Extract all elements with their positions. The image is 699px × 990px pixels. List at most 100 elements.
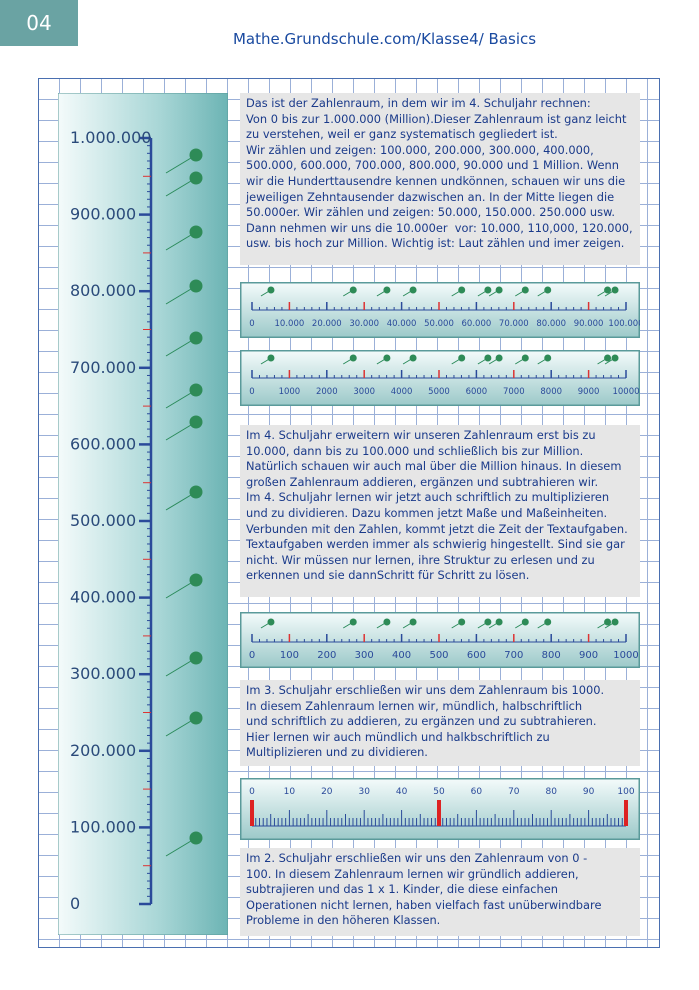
pin-head [383,286,391,294]
number-line-label: 1000 [279,387,301,397]
pin-head [189,485,203,499]
number-line: 0 10 20 30 40 50 60 70 80 90 100 [240,778,640,840]
pin-head [611,618,619,626]
number-line-label: 0 [249,650,255,661]
pin-head [409,286,417,294]
number-line-label: 8000 [540,387,562,397]
number-line-label: 70.000 [499,319,529,329]
number-line-label: 40 [396,787,408,797]
ruler-label: 300.000 [70,664,136,683]
number-line-label: 100.000 [608,319,640,329]
page-number: 04 [0,0,78,46]
ruler-label: 100.000 [70,817,136,836]
text-line: Im 3. Schuljahr erschließen wir uns dem … [246,683,605,697]
text-line: Multiplizieren und zu dividieren. [246,745,428,760]
pin-head [349,286,357,294]
number-line-label: 5000 [428,387,450,397]
text-line: Das ist der Zahlenraum, in dem wir im 4.… [246,96,591,110]
number-line-label: 50 [433,787,445,797]
number-line-label: 2000 [316,387,338,397]
pin-head [544,286,552,294]
number-line-label: 0 [249,319,254,329]
pin-head [189,711,203,725]
text-line: 100. In diesem Zahlenraum lernen wir grü… [246,866,579,881]
pin-head [495,618,503,626]
text-line: 10.000, dann bis zu 100.000 und schließl… [246,443,584,458]
text-line: jeweiligen Zehntausender dazwischen an. … [246,189,615,204]
text-line: 50.000er. Wir zählen und zeigen: 50.000,… [246,205,615,220]
number-line-label: 700 [504,650,523,661]
text-line: subtrajieren und das 1 x 1. Kinder, die … [246,882,559,897]
pin-head [189,331,203,345]
number-line-label: 0 [249,787,255,797]
number-line-label: 100 [617,787,634,797]
pin-head [349,618,357,626]
number-line-label: 100 [280,650,299,661]
text-line: Operationen nicht lernen, haben vielfach… [246,897,602,912]
pin-head [611,354,619,362]
number-line-label: 60.000 [462,319,492,329]
pin-head [409,618,417,626]
text-line: Wir zählen und zeigen: 100.000, 200.000,… [246,142,594,157]
text-block: Im 2. Schuljahr erschließen wir uns den … [240,848,640,936]
pin-head [604,618,612,626]
text-line: In diesem Zahlenraum lernen wir, mündlic… [246,698,583,713]
pin-head [521,618,529,626]
ruler-label: 1.000.000 [70,128,151,147]
pin-head [189,279,203,293]
number-line-label: 4000 [391,387,413,397]
number-line-label: 20 [321,787,333,797]
pin-head [458,618,466,626]
pin-head [458,286,466,294]
pin-head [544,354,552,362]
text-block: Im 4. Schuljahr erweitern wir unseren Za… [240,425,640,597]
pin-head [495,354,503,362]
text-line: nicht. Wir müssen nur lernen, ihre Struk… [246,552,595,567]
ruler-label: 0 [70,894,80,913]
pin-head [484,618,492,626]
pin-head [521,354,529,362]
number-line-label: 40.000 [387,319,417,329]
number-line: 0 10.000 20.000 30.000 40.000 50.000 60.000 70.… [240,282,640,338]
number-line-label: 70 [508,787,520,797]
text-line: und schriftlich zu addieren, zu ergänzen… [246,714,597,729]
number-line-label: 30.000 [349,319,379,329]
text-line: Textaufgaben werden immer als schwierig … [246,537,625,552]
ruler-label: 600.000 [70,434,136,453]
pin-head [521,286,529,294]
number-line-label: 80 [545,787,557,797]
pin-head [189,415,203,429]
pin-head [604,286,612,294]
number-line-label: 9000 [578,387,600,397]
pin-head [267,618,275,626]
pin-head [495,286,503,294]
number-line-label: 500 [429,650,448,661]
number-line: 0 1000 2000 3000 4000 5000 6000 7000 8000 9000 100… [240,350,640,406]
pin-head [189,171,203,185]
text-line: großen Zahlenraum addieren, ergänzen und… [246,474,599,489]
number-line-label: 3000 [353,387,375,397]
pin-head [484,354,492,362]
text-line: Hier lernen wir auch mündlich und halkbs… [246,729,550,744]
number-line-label: 600 [467,650,486,661]
ruler-label: 200.000 [70,741,136,760]
number-line-label: 50.000 [424,319,454,329]
pin-head [189,573,203,587]
text-line: Probleme in den höheren Klassen. [246,913,441,928]
pin-head [189,831,203,845]
number-line-label: 7000 [503,387,525,397]
ruler-label: 800.000 [70,281,136,300]
number-line-label: 10 [284,787,296,797]
text-line: Verbunden mit den Zahlen, kommt jetzt di… [246,521,628,536]
text-block: Das ist der Zahlenraum, in dem wir im 4.… [240,93,640,265]
ruler-label: 700.000 [70,358,136,377]
text-line: Von 0 bis zur 1.000.000 (Million).Dieser… [246,111,627,126]
pin-head [189,148,203,162]
text-line: Dann nehmen wir uns die 10.000er vor: 10… [246,220,633,235]
number-line-label: 900 [579,650,598,661]
text-block: Im 3. Schuljahr erschließen wir uns dem … [240,680,640,766]
number-line: 0 100 200 300 400 500 600 700 800 900 1000 [240,612,640,668]
text-line: Im 4. Schuljahr erweitern wir unseren Za… [246,428,596,442]
number-line-label: 60 [471,787,483,797]
